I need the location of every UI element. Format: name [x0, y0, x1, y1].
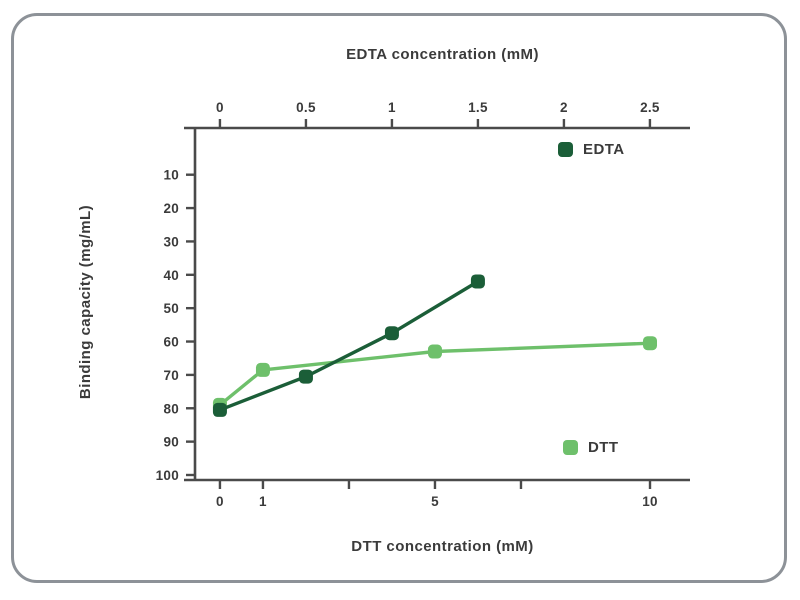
edta-series [212, 274, 485, 417]
top-axis-title: EDTA concentration (mM) [346, 46, 539, 63]
svg-text:70: 70 [163, 368, 179, 383]
dtt-legend-marker [563, 440, 578, 455]
left-axis-title-text: Binding capacity (mg/mL) [76, 204, 94, 400]
legend-edta: EDTA [558, 141, 625, 158]
dtt-data-point [255, 362, 270, 377]
dtt-series [212, 336, 658, 412]
edta-data-point [212, 402, 227, 417]
svg-text:50: 50 [163, 301, 179, 316]
svg-text:40: 40 [163, 268, 179, 283]
bottom-axis-title: DTT concentration (mM) [351, 538, 534, 555]
edta-data-point [384, 326, 399, 341]
svg-text:0.5: 0.5 [296, 100, 316, 115]
svg-text:2.5: 2.5 [640, 100, 660, 115]
svg-text:90: 90 [163, 435, 179, 450]
svg-text:5: 5 [431, 494, 439, 509]
edta-legend-marker [558, 142, 573, 157]
edta-data-point [298, 369, 313, 384]
svg-text:60: 60 [163, 335, 179, 350]
dtt-data-point [427, 344, 442, 359]
dtt-legend-label: DTT [588, 439, 619, 456]
svg-text:10: 10 [642, 494, 658, 509]
top-axis-ticks: 0 0.5 1 1.5 2 2.5 [216, 100, 660, 128]
bottom-axis-ticks: 0 1 5 10 [216, 480, 658, 509]
dtt-data-point [643, 336, 658, 351]
left-axis-ticks: 100 90 80 70 60 50 40 30 20 10 [156, 168, 195, 483]
svg-text:0: 0 [216, 494, 224, 509]
svg-text:2: 2 [560, 100, 568, 115]
svg-text:30: 30 [163, 234, 179, 249]
edta-data-point [470, 274, 485, 289]
edta-legend-label: EDTA [583, 141, 625, 158]
svg-text:100: 100 [156, 468, 179, 483]
svg-text:1.5: 1.5 [468, 100, 488, 115]
svg-text:1: 1 [388, 100, 396, 115]
svg-text:10: 10 [163, 168, 179, 183]
svg-text:80: 80 [163, 401, 179, 416]
svg-text:0: 0 [216, 100, 224, 115]
legend-dtt: DTT [563, 439, 619, 456]
figure-border [11, 13, 787, 583]
svg-text:1: 1 [259, 494, 267, 509]
svg-text:20: 20 [163, 201, 179, 216]
axis-spines [184, 126, 690, 482]
